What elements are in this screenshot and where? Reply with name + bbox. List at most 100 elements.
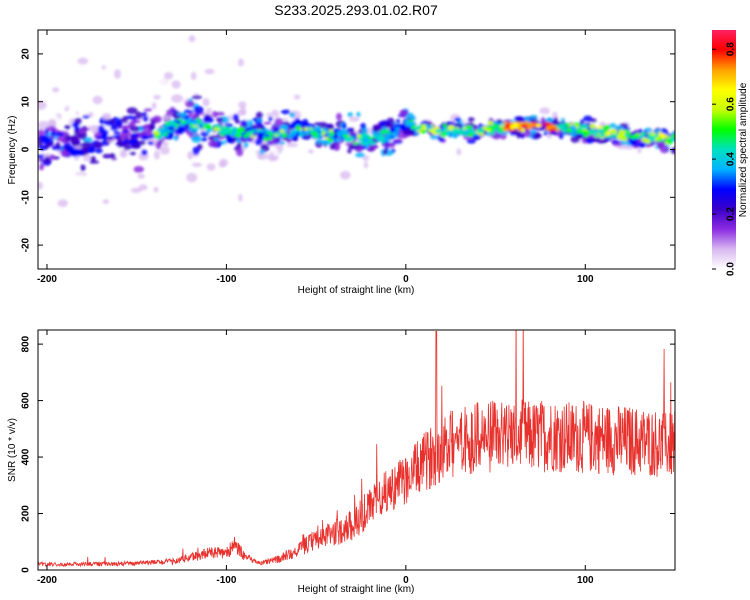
heatmap-cell [91,127,98,134]
heatmap-cell [348,116,360,122]
heatmap-cell [255,150,261,155]
heatmap-cell [60,149,67,155]
heatmap-cell [654,137,660,141]
heatmap-cell [664,138,671,143]
heatmap-cell [263,121,272,125]
heatmap-cell [54,132,65,137]
heatmap-cell [452,127,460,134]
y-tick-label: 20 [21,48,32,60]
heatmap-cell [119,149,128,158]
heatmap-cell [153,150,160,160]
snr-frame [37,329,676,571]
heatmap-cell [82,153,92,162]
heatmap-cell [113,131,121,135]
heatmap-cell [101,65,107,70]
heatmap-cell [183,109,194,114]
heatmap-cell [295,124,301,129]
heatmap-cell [172,174,180,180]
heatmap-cell [219,158,228,167]
heatmap-cell [206,163,216,171]
heatmap-cell [38,181,43,190]
heatmap-cell [187,151,194,160]
heatmap-cell [128,138,139,145]
colorbar-tick-label: 0.4 [726,152,737,166]
heatmap-cell [119,134,127,140]
heatmap-cell [380,130,388,134]
heatmap-cell [597,138,608,144]
heatmap-cell [156,86,163,93]
heatmap-cell [429,134,439,140]
heatmap-cell [610,128,618,135]
heatmap-cell [420,130,427,134]
heatmap-cell [69,217,81,228]
heatmap-cell [52,87,60,93]
heatmap-cell [176,112,184,117]
heatmap-cell [382,149,388,155]
heatmap-cell [141,209,154,214]
heatmap-cell [80,142,90,151]
heatmap-cell [72,112,79,118]
heatmap-cell [543,122,552,126]
heatmap-cell [44,156,51,164]
heatmap-cell [658,131,663,138]
heatmap-cell [282,133,288,138]
heatmap-cell [113,209,118,217]
heatmap-cell [603,130,608,134]
heatmap-cell [454,117,461,122]
x-tick-label: 0 [403,575,409,586]
heatmap-cell [596,125,605,130]
heatmap-cell [611,140,620,144]
heatmap-cell [487,120,494,126]
heatmap-cell [287,163,298,170]
heatmap-cell [195,85,200,91]
y-tick-label: 400 [21,448,32,465]
heatmap-cell [141,135,150,141]
heatmap-cell [135,111,143,120]
heatmap-cell [503,121,508,125]
heatmap-cell [223,144,230,153]
heatmap-cell [234,133,243,138]
heatmap-cell [243,133,248,139]
heatmap-cell [53,156,60,160]
heatmap-cell [579,119,586,123]
heatmap-cell [39,173,45,183]
x-tick-label: -200 [37,575,57,586]
heatmap-cell [428,128,434,132]
heatmap-cell [582,131,589,138]
heatmap-cell [216,111,225,116]
figure-title: S233.2025.293.01.02.R07 [274,2,438,18]
heatmap-cell [82,115,90,119]
heatmap-cell [193,20,203,24]
heatmap-cell [336,130,341,137]
heatmap-cell [577,127,583,131]
heatmap-cell [192,146,200,155]
heatmap-cell [602,125,611,131]
heatmap-cell [405,121,414,127]
heatmap-cell [503,127,509,132]
heatmap-cell [190,71,197,81]
heatmap-cell [116,140,126,148]
heatmap-cell [130,187,142,193]
heatmap-cell [292,129,298,135]
heatmap-cell [279,141,286,145]
heatmap-cell [362,138,368,144]
heatmap-cell [442,123,447,128]
heatmap-cell [129,125,140,133]
heatmap-cell [369,144,379,149]
heatmap-cell [42,62,50,68]
x-tick-label: -200 [37,274,57,285]
heatmap-cell [287,134,293,139]
heatmap-cell [217,168,227,176]
heatmap-cell [618,133,626,139]
heatmap-cell [267,116,274,122]
heatmap-cell [519,124,527,128]
heatmap-cell [92,95,103,105]
heatmap-cell [355,152,366,158]
heatmap-cell [368,168,378,173]
colorbar-label: Normalized spectral amplitude [738,82,749,217]
heatmap-cell [95,56,103,66]
y-tick-label: 600 [21,392,32,409]
heatmap-cell [224,128,232,134]
heatmap-cell [638,128,643,134]
